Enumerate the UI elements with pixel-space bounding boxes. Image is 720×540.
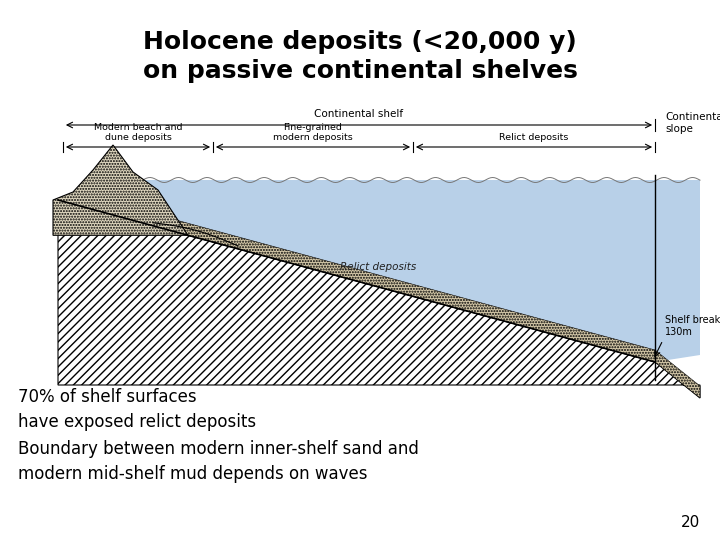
Polygon shape: [98, 180, 655, 362]
Text: Shelf break
130m: Shelf break 130m: [665, 315, 720, 337]
Text: Holocene deposits (<20,000 y)
on passive continental shelves: Holocene deposits (<20,000 y) on passive…: [143, 30, 577, 83]
Text: Relict deposits: Relict deposits: [499, 133, 569, 142]
Text: Modern beach and
dune deposits: Modern beach and dune deposits: [94, 123, 182, 142]
Text: Boundary between modern inner-shelf sand and
modern mid-shelf mud depends on wav: Boundary between modern inner-shelf sand…: [18, 440, 419, 483]
Polygon shape: [655, 180, 700, 362]
Polygon shape: [58, 200, 700, 398]
Text: 70% of shelf surfaces
have exposed relict deposits: 70% of shelf surfaces have exposed relic…: [18, 388, 256, 431]
Text: Continental
slope: Continental slope: [665, 112, 720, 134]
Text: 20: 20: [680, 515, 700, 530]
Text: Continental shelf: Continental shelf: [315, 109, 404, 119]
Text: Fine-grained
modern deposits: Fine-grained modern deposits: [273, 123, 353, 142]
Polygon shape: [53, 145, 188, 235]
Text: Relict deposits: Relict deposits: [340, 262, 416, 272]
Polygon shape: [158, 215, 700, 398]
